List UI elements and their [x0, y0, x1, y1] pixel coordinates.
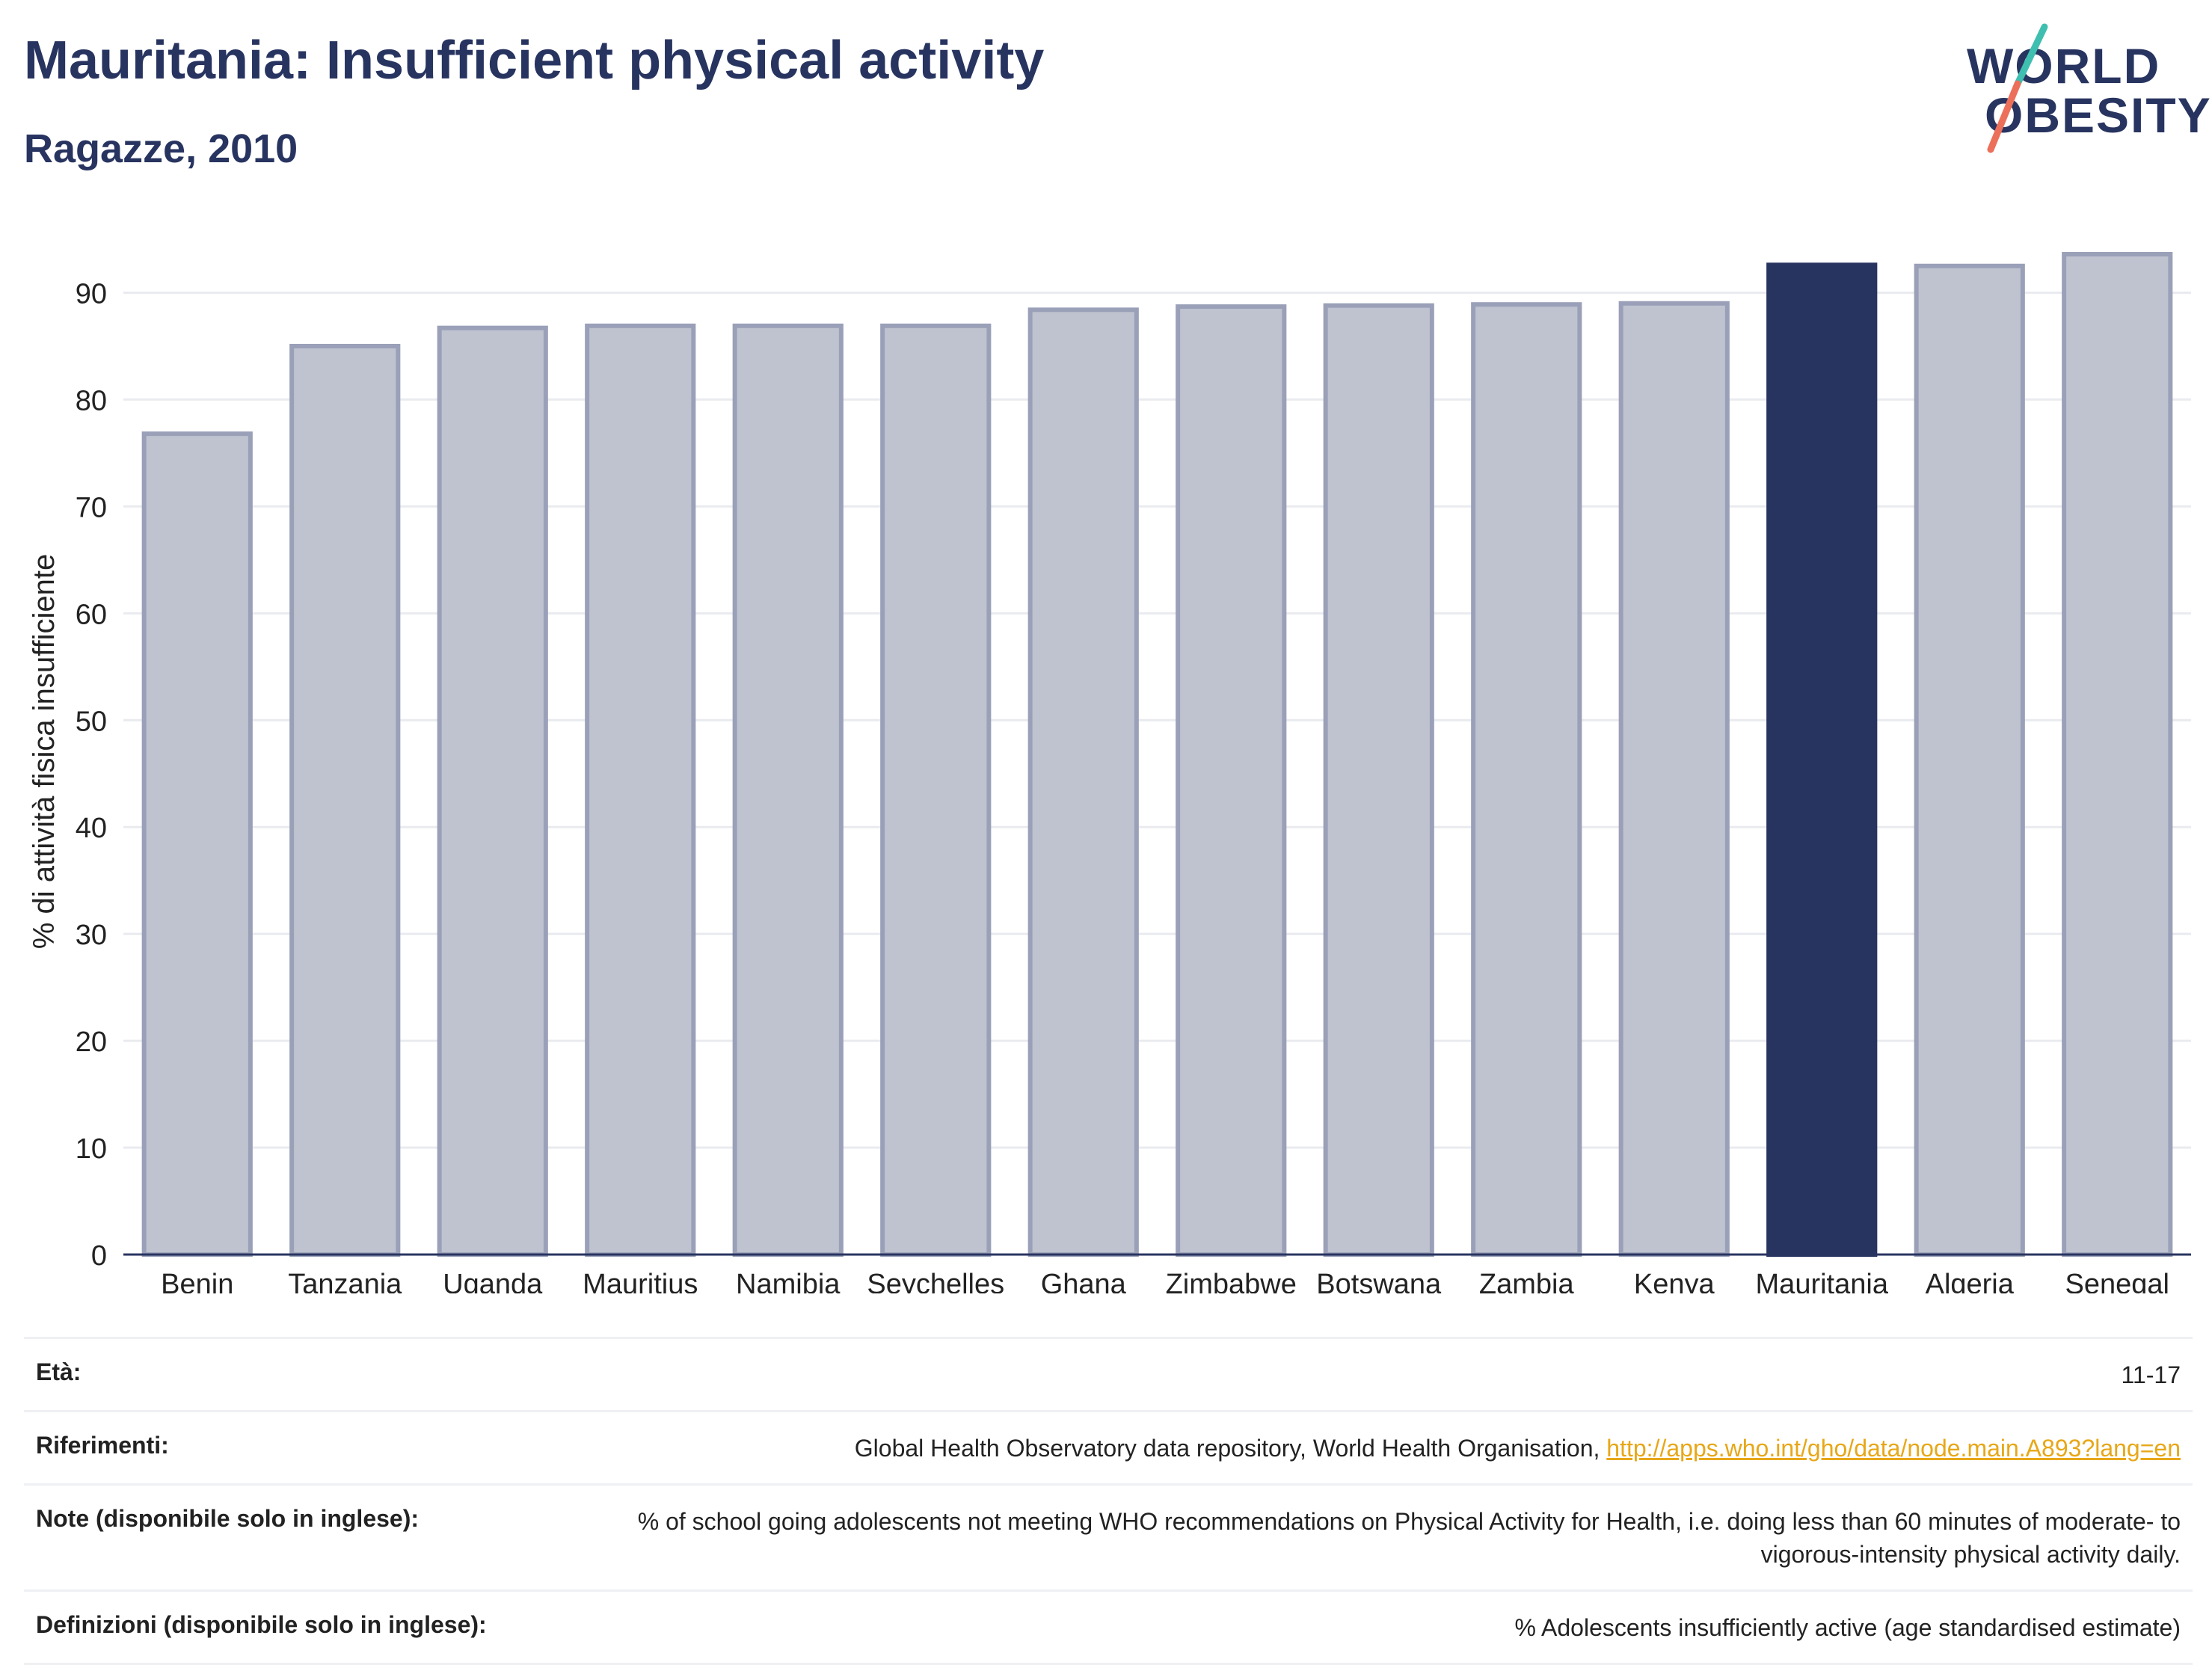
bar-chart: 0 10 20 30 40 50 60 70 80 90 Benin Tanzania Uganda Ma… [28, 252, 2191, 1293]
x-tick-label: Namibia [736, 1269, 841, 1293]
bar-ghana [1027, 307, 1139, 1258]
logo-text-obesity: OBESITY [1985, 87, 2212, 143]
x-tick-label: Senegal [2065, 1269, 2169, 1293]
meta-age-label: Età: [36, 1358, 82, 1385]
bar-senegal [2062, 252, 2173, 1258]
bar-mauritania [1766, 262, 1878, 1257]
logo-slash-icon [1987, 23, 2048, 153]
page-subtitle: Ragazze, 2010 [24, 126, 298, 171]
x-tick-label: Benin [161, 1269, 233, 1293]
meta-references-value: Global Health Observatory data repositor… [855, 1432, 2181, 1465]
y-tick-label: 0 [91, 1240, 107, 1272]
bar-tanzania [289, 343, 401, 1257]
page-title: Mauritania: Insufficient physical activi… [24, 31, 1045, 90]
y-tick-label: 50 [76, 706, 107, 737]
x-tick-label: Ghana [1041, 1269, 1127, 1293]
bar-zambia [1471, 302, 1582, 1258]
x-tick-label: Zambia [1479, 1269, 1575, 1293]
meta-row-notes: Note (disponibile solo in inglese): % of… [24, 1483, 2193, 1590]
y-tick-label: 60 [76, 599, 107, 630]
bar-kenya [1618, 301, 1730, 1257]
x-tick-label: Zimbabwe [1166, 1269, 1297, 1293]
gridlines [123, 291, 2191, 1149]
bar-namibia [732, 323, 844, 1258]
logo-text-world: WORLD [1967, 38, 2161, 93]
bar-benin [141, 431, 253, 1258]
meta-notes-label: Note (disponibile solo in inglese): [36, 1504, 420, 1532]
bar-botswana [1323, 303, 1434, 1258]
y-tick-label: 70 [76, 492, 107, 523]
y-axis-title: % di attività fisica insufficiente [28, 554, 61, 949]
x-tick-label: Seychelles [867, 1269, 1004, 1293]
meta-definitions-value: % Adolescents insufficiently active (age… [1514, 1614, 2181, 1642]
y-tick-label: 40 [76, 813, 107, 844]
meta-age-value: 11-17 [2121, 1361, 2181, 1388]
bar-mauritius [585, 323, 696, 1258]
y-tick-label: 80 [76, 385, 107, 416]
y-tick-label: 90 [76, 278, 107, 310]
y-tick-label: 20 [76, 1027, 107, 1058]
metadata-table: Età: 11-17 Riferimenti: Global Health Ob… [24, 1337, 2193, 1665]
bar-algeria [1914, 263, 2025, 1258]
x-tick-label: Mauritius [583, 1269, 698, 1293]
meta-definitions-label: Definizioni (disponibile solo in inglese… [36, 1611, 487, 1639]
x-tick-label: Uganda [443, 1269, 543, 1293]
meta-row-definitions: Definizioni (disponibile solo in inglese… [24, 1589, 2193, 1665]
meta-references-label: Riferimenti: [36, 1431, 169, 1459]
x-tick-label: Algeria [1926, 1269, 2015, 1293]
meta-row-references: Riferimenti: Global Health Observatory d… [24, 1409, 2193, 1483]
bar-uganda [437, 325, 548, 1257]
bar-zimbabwe [1176, 304, 1287, 1257]
y-tick-label: 10 [76, 1133, 107, 1165]
x-tick-label: Kenya [1634, 1269, 1715, 1293]
x-tick-label: Mauritania [1756, 1269, 1889, 1293]
y-tick-label: 30 [76, 920, 107, 951]
meta-references-text: Global Health Observatory data repositor… [854, 1434, 1607, 1462]
bar-seychelles [880, 323, 992, 1258]
bars [141, 252, 2173, 1258]
meta-references-link[interactable]: http://apps.who.int/gho/data/node.main.A… [1606, 1434, 2181, 1462]
x-tick-label: Tanzania [288, 1269, 402, 1293]
meta-row-age: Età: 11-17 [24, 1337, 2193, 1410]
world-obesity-logo: WORLD OBESITY [1952, 22, 2211, 157]
meta-notes-value: % of school going adolescents not meetin… [637, 1507, 2181, 1569]
x-tick-label: Botswana [1316, 1269, 1442, 1293]
axes: 0 10 20 30 40 50 60 70 80 90 Benin Tanzania Uganda Ma… [76, 278, 2191, 1293]
